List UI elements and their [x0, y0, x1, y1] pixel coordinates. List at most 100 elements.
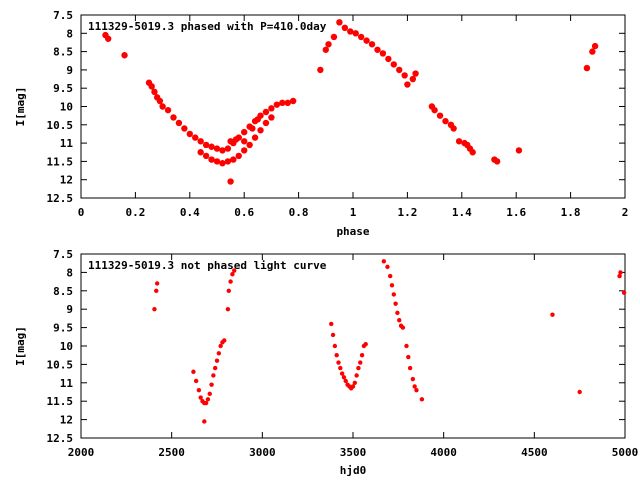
data-point	[197, 149, 204, 156]
data-point	[493, 158, 501, 165]
data-point	[241, 138, 248, 145]
data-point	[332, 343, 338, 349]
data-point	[232, 136, 240, 143]
y-tick-label: 8.5	[53, 46, 73, 59]
data-point	[225, 307, 231, 312]
data-point	[226, 288, 231, 293]
x-axis-label: hjd0	[340, 464, 367, 477]
data-point	[207, 391, 212, 397]
y-tick-label: 9	[66, 64, 73, 77]
y-tick-label: 9	[66, 303, 73, 316]
data-point	[577, 389, 582, 395]
x-tick-label: 0.4	[180, 206, 200, 219]
y-axis-label: I[mag]	[14, 326, 27, 366]
data-point	[412, 384, 417, 389]
data-point	[343, 378, 348, 384]
data-point	[339, 371, 345, 376]
y-tick-label: 9.5	[53, 322, 73, 335]
y-tick-label: 10.5	[47, 119, 74, 132]
data-point	[219, 160, 226, 167]
data-point	[389, 283, 395, 288]
data-point	[379, 50, 387, 57]
data-point	[350, 384, 356, 389]
data-point	[621, 290, 627, 295]
data-point	[156, 97, 164, 105]
phased-light-curve-panel: 0 0.2 0.4 0.6 0.8 1 1.2 1.4 1.6 1.8 2 7.5 8 8.5 9 9.5 10…	[14, 9, 628, 238]
data-point	[212, 365, 218, 371]
data-point	[202, 419, 207, 424]
data-point	[410, 376, 416, 382]
data-point	[400, 325, 406, 330]
x-tick-label: 2000	[68, 446, 95, 459]
data-point	[330, 332, 336, 338]
data-point	[251, 134, 259, 141]
y-tick-label: 10	[60, 340, 73, 353]
panel-title: 111329-5019.3 phased with P=410.0day	[88, 20, 327, 33]
data-point	[357, 33, 365, 41]
data-point	[197, 138, 204, 145]
data-point	[213, 158, 221, 165]
data-point	[154, 288, 159, 293]
data-point	[395, 310, 400, 316]
data-point	[268, 114, 275, 121]
data-point	[412, 70, 419, 77]
x-tick-label: 0	[78, 206, 85, 219]
data-point	[381, 259, 387, 264]
data-point	[455, 138, 463, 145]
data-point	[230, 156, 237, 163]
data-point	[232, 268, 237, 273]
y-tick-label: 11.5	[47, 155, 74, 168]
data-point	[390, 61, 397, 68]
data-point	[317, 66, 324, 74]
data-point	[208, 156, 215, 163]
data-point	[222, 338, 227, 343]
data-point	[356, 365, 361, 371]
y-tick-label: 12	[60, 414, 73, 427]
data-point	[325, 41, 332, 48]
x-tick-label: 1.4	[452, 206, 472, 219]
data-point	[235, 152, 242, 160]
data-point	[205, 397, 211, 402]
data-point	[385, 264, 390, 270]
data-point	[209, 382, 214, 387]
data-point	[105, 35, 112, 42]
data-point	[347, 28, 354, 35]
data-point	[279, 99, 286, 107]
data-point	[617, 273, 622, 279]
data-points	[152, 259, 627, 424]
data-point	[151, 88, 158, 96]
data-point	[322, 46, 329, 53]
data-point	[374, 46, 381, 53]
data-point	[406, 354, 411, 360]
data-point	[249, 125, 256, 132]
x-tick-label: 0.6	[234, 206, 254, 219]
data-point	[401, 72, 408, 79]
data-point	[148, 83, 155, 90]
data-point	[284, 99, 291, 107]
data-point	[192, 134, 199, 141]
data-point	[407, 365, 413, 371]
data-point	[589, 48, 596, 55]
data-point	[431, 106, 438, 114]
data-point	[214, 358, 220, 363]
data-point	[262, 108, 270, 116]
data-points	[102, 19, 599, 185]
y-tick-label: 10	[60, 101, 73, 114]
y-tick-label: 9.5	[53, 82, 73, 95]
data-point	[246, 141, 253, 149]
data-point	[336, 360, 341, 365]
data-point	[436, 112, 444, 119]
data-point	[224, 145, 232, 152]
data-point	[469, 149, 476, 156]
data-point	[203, 400, 209, 406]
data-point	[404, 81, 411, 88]
data-point	[273, 101, 281, 108]
y-tick-label: 11	[60, 137, 74, 150]
y-tick-label: 12.5	[47, 432, 74, 445]
data-point	[359, 353, 365, 358]
data-point	[618, 270, 623, 275]
y-tick-label: 8	[66, 27, 73, 40]
data-point	[550, 312, 555, 317]
data-point	[181, 125, 188, 132]
